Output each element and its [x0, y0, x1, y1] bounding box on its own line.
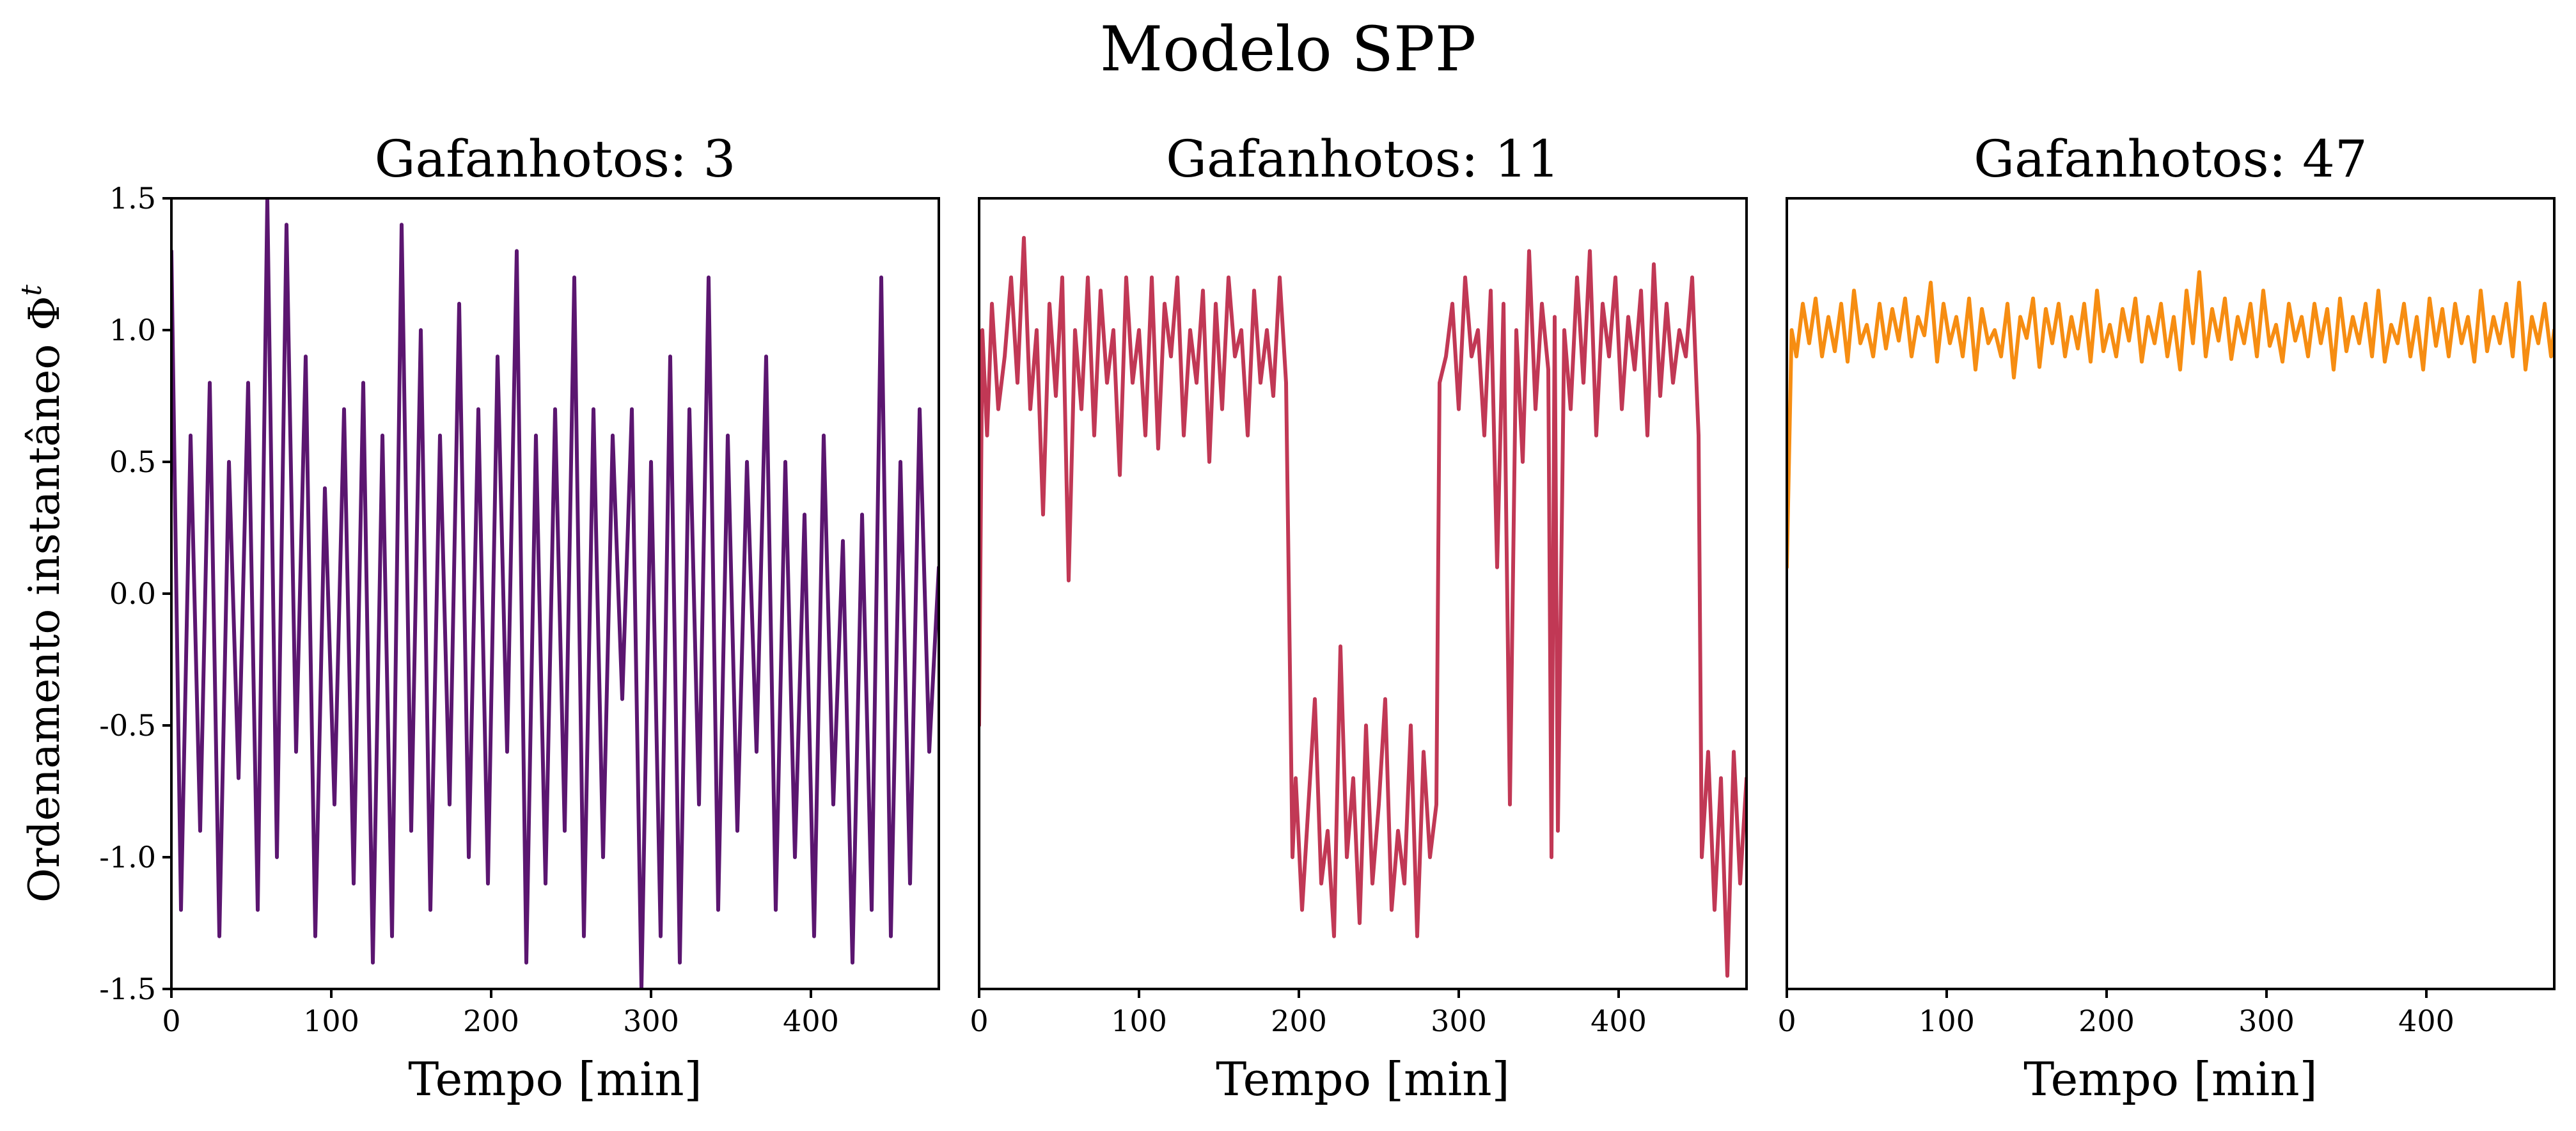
panel-2-x-tick-label: 100 [1111, 1004, 1167, 1038]
panel-1-x-tick-label: 0 [162, 1004, 180, 1038]
panel-1-title: Gafanhotos: 3 [375, 129, 736, 189]
panel-1-y-tick-label: 0.0 [109, 576, 156, 611]
panel-2: Gafanhotos: 11 0 100 200 300 400 Tempo [min] [970, 129, 1748, 1106]
panel-3: Gafanhotos: 47 0 100 200 300 400 Tempo [min] [1777, 129, 2556, 1106]
panel-3-title: Gafanhotos: 47 [1974, 129, 2368, 189]
panel-1-y-tick-label: 1.0 [109, 313, 156, 347]
panel-2-series-line [979, 235, 1747, 978]
panel-1-y-tick-label: -1.0 [99, 840, 156, 874]
panel-3-frame [1786, 197, 2556, 990]
panel-3-series-line [1787, 270, 2554, 569]
panel-1-x-axis-label: Tempo [min] [408, 1052, 702, 1106]
panel-1-y-tick-label: 1.5 [109, 181, 156, 216]
panel-1-frame [170, 197, 940, 990]
y-axis-label: Ordenamento instantâneo Φt [15, 285, 69, 903]
panel-3-x-tick-label: 0 [1777, 1004, 1796, 1038]
panel-2-x-tick-label: 300 [1431, 1004, 1487, 1038]
panel-1-x-tick-label: 200 [463, 1004, 519, 1038]
panel-1-y-tick-label: -1.5 [99, 972, 156, 1006]
panel-2-x-tick-label: 200 [1271, 1004, 1327, 1038]
panel-3-x-tick-label: 400 [2398, 1004, 2454, 1038]
panel-1-series-line [171, 198, 939, 989]
panel-2-frame [978, 197, 1748, 990]
panel-1-y-tick-label: -0.5 [99, 708, 156, 743]
panel-2-x-tick-label: 0 [970, 1004, 988, 1038]
panel-3-x-tick-label: 100 [1919, 1004, 1975, 1038]
figure-title: Modelo SPP [1100, 13, 1476, 85]
y-axis-label-text: Ordenamento instantâneo Φ [20, 296, 69, 903]
panel-1-x-tick-label: 100 [303, 1004, 359, 1038]
y-axis-label-superscript: t [15, 285, 48, 296]
panel-1-x-tick-label: 300 [623, 1004, 679, 1038]
panel-3-x-tick-label: 200 [2078, 1004, 2135, 1038]
panel-1: Gafanhotos: 3 0 100 200 300 400 -1.5 -1.0 -0.5 0… [15, 129, 940, 1106]
panel-1-x-tick-label: 400 [783, 1004, 839, 1038]
panel-3-x-axis-label: Tempo [min] [2023, 1052, 2318, 1106]
panel-1-y-tick-label: 0.5 [109, 445, 156, 479]
panel-2-title: Gafanhotos: 11 [1166, 129, 1560, 189]
panel-3-x-tick-label: 300 [2238, 1004, 2295, 1038]
panel-2-x-tick-label: 400 [1590, 1004, 1647, 1038]
panel-2-x-axis-label: Tempo [min] [1216, 1052, 1510, 1106]
